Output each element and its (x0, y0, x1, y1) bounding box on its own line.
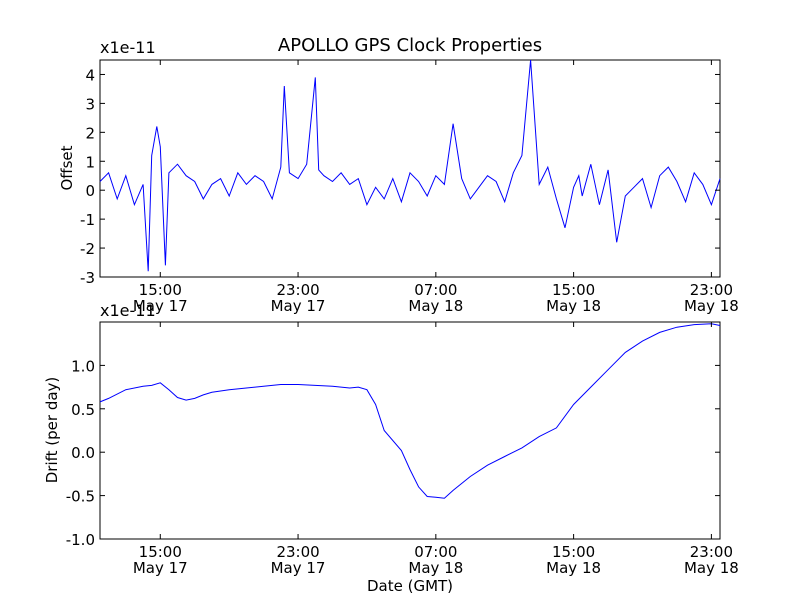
offset-y-tick-label: 0 (85, 182, 95, 200)
drift-x-tick-date: May 18 (546, 559, 601, 577)
offset-x-tick-date: May 17 (133, 297, 188, 315)
offset-series-line (99, 59, 721, 272)
drift-y-tick-label: -1.0 (66, 531, 95, 549)
offset-x-tick-time: 15:00 (552, 281, 595, 299)
offset-y-multiplier: x1e-11 (100, 38, 156, 57)
offset-y-tick-label: 1 (85, 153, 95, 171)
offset-y-tick-label: 3 (85, 95, 95, 113)
drift-x-tick-time: 23:00 (690, 543, 733, 561)
drift-series-group (99, 323, 721, 499)
drift-x-tick-date: May 18 (408, 559, 463, 577)
offset-y-tick-label: 2 (85, 124, 95, 142)
drift-y-label: Drift (per day) (43, 377, 61, 484)
drift-y-ticks: -1.0 -0.5 0.0 0.5 1.0 (66, 357, 720, 549)
offset-x-tick-date: May 18 (684, 297, 739, 315)
drift-y-tick-label: 0.5 (71, 401, 95, 419)
drift-y-tick-label: 0.0 (71, 444, 95, 462)
drift-y-tick-label: 1.0 (71, 357, 95, 375)
offset-x-tick-date: May 18 (546, 297, 601, 315)
offset-y-label: Offset (58, 145, 76, 190)
offset-axes-frame (99, 59, 721, 278)
offset-x-tick-time: 07:00 (414, 281, 457, 299)
offset-y-tick-label: -1 (80, 211, 95, 229)
offset-series-group (99, 59, 721, 272)
drift-y-tick-label: -0.5 (66, 488, 95, 506)
drift-x-tick-time: 23:00 (276, 543, 319, 561)
offset-y-tick-label: -2 (80, 240, 95, 258)
drift-x-tick-date: May 18 (684, 559, 739, 577)
x-axis-label: Date (GMT) (367, 577, 453, 595)
drift-y-multiplier: x1e-11 (100, 301, 156, 320)
offset-y-tick-label: -3 (80, 269, 95, 287)
offset-x-tick-time: 15:00 (139, 281, 182, 299)
offset-x-tick-time: 23:00 (690, 281, 733, 299)
drift-x-tick-time: 07:00 (414, 543, 457, 561)
drift-x-tick-time: 15:00 (139, 543, 182, 561)
offset-x-tick-date: May 17 (271, 297, 326, 315)
drift-axes-frame (99, 321, 721, 540)
offset-x-tick-date: May 18 (408, 297, 463, 315)
offset-x-tick-time: 23:00 (276, 281, 319, 299)
offset-y-tick-label: 4 (85, 66, 95, 84)
drift-series-line (99, 323, 721, 499)
drift-x-tick-date: May 17 (133, 559, 188, 577)
offset-y-ticks: -3 -2 -1 0 1 2 3 4 (80, 66, 720, 287)
drift-x-tick-time: 15:00 (552, 543, 595, 561)
chart-title: APOLLO GPS Clock Properties (278, 35, 542, 56)
drift-x-tick-date: May 17 (271, 559, 326, 577)
